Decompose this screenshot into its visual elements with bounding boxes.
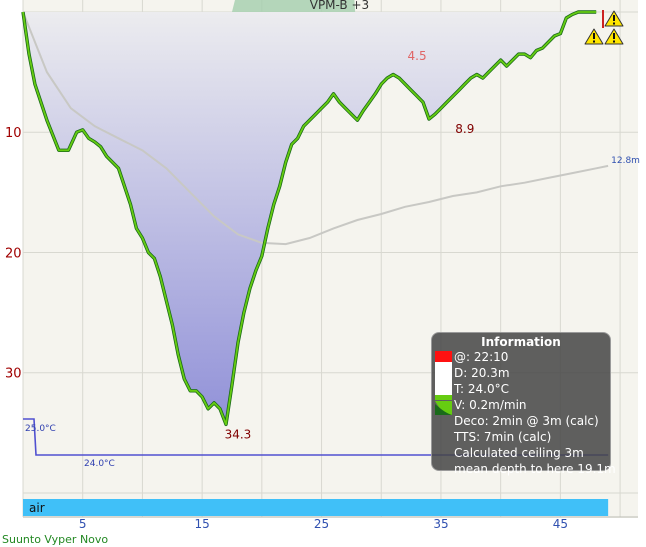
info-deco: Deco: 2min @ 3m (calc) <box>454 414 599 428</box>
info-depth: D: 20.3m <box>454 366 510 380</box>
gas-label: air <box>29 501 45 515</box>
ceiling-model-label: VPM-B +3 <box>310 0 369 12</box>
info-mean-depth: mean depth to here 19.1m <box>454 462 616 476</box>
tissue-saturation-curve <box>22 11 609 246</box>
info-time: @: 22:10 <box>454 350 509 364</box>
time-tick-label: 45 <box>553 517 568 531</box>
depth-annotation: 4.5 <box>408 49 427 63</box>
depth-tick-label: 10 <box>5 126 22 141</box>
depth-annotations: 34.3 4.5 8.9 <box>225 49 475 441</box>
temperature-line <box>23 418 609 456</box>
status-icon <box>435 351 452 415</box>
time-tick-label: 5 <box>79 517 87 531</box>
time-tick-label: 15 <box>194 517 209 531</box>
depth-axis: 10 20 30 <box>5 126 22 381</box>
info-ceiling: Calculated ceiling 3m <box>454 446 584 460</box>
temperature-label: 24.0°C <box>84 459 115 469</box>
temperature-start-label: 25.0°C <box>25 424 56 434</box>
depth-profile-area <box>23 12 597 425</box>
warning-icon <box>604 10 624 27</box>
information-panel: Information @: 22:10 D: 20.3m T: 24.0°C … <box>431 332 616 476</box>
depth-annotation: 8.9 <box>455 122 474 136</box>
info-temperature: T: 24.0°C <box>454 382 509 396</box>
info-velocity: V: 0.2m/min <box>454 398 527 412</box>
depth-profile-line[interactable] <box>22 11 597 426</box>
time-tick-label: 35 <box>433 517 448 531</box>
deco-warnings <box>584 10 624 45</box>
time-tick-label: 25 <box>314 517 329 531</box>
warning-icon <box>584 28 604 45</box>
depth-tick-label: 30 <box>5 367 22 382</box>
depth-annotation: 34.3 <box>225 427 252 441</box>
dive-computer-name: Suunto Vyper Novo <box>2 533 108 546</box>
temperature-graph: 25.0°C 24.0°C <box>23 418 609 469</box>
depth-tick-label: 20 <box>5 246 22 261</box>
info-tts: TTS: 7min (calc) <box>454 430 552 444</box>
gas-bar <box>23 499 609 516</box>
time-axis: 5 15 25 35 45 <box>79 517 568 531</box>
tissue-end-label: 12.8m <box>611 156 640 166</box>
information-title: Information <box>481 335 561 349</box>
warning-icon <box>604 28 624 45</box>
